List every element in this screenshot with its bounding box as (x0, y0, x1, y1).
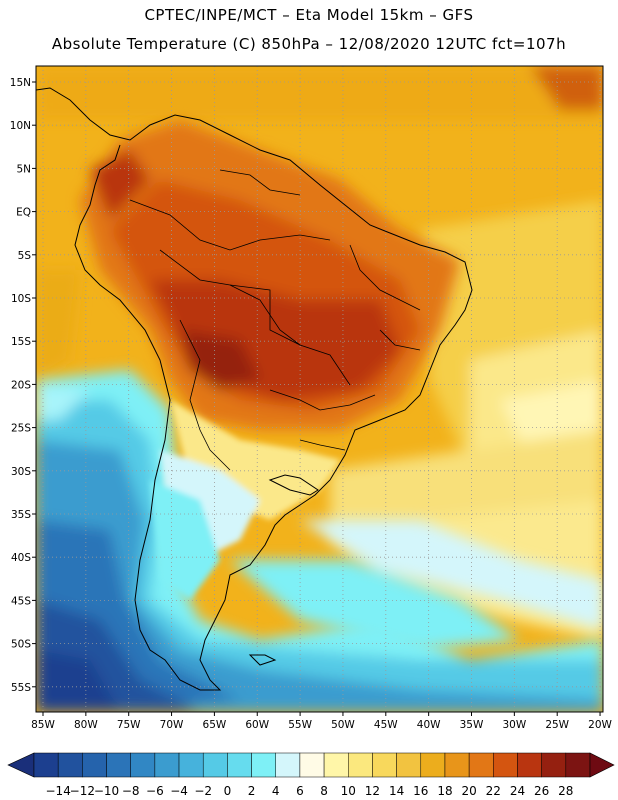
legend-swatch (493, 752, 518, 778)
lat-label: 10N (10, 120, 31, 132)
legend-label: 8 (320, 784, 328, 798)
legend-swatch (251, 752, 276, 778)
lat-label: 30S (11, 466, 31, 478)
legend-swatch (444, 752, 470, 778)
lon-label: 60W (245, 719, 269, 731)
lat-label: 15S (11, 336, 31, 348)
legend-label: −6 (146, 784, 164, 798)
lon-label: 25W (545, 719, 569, 731)
lon-label: 35W (460, 719, 484, 731)
lat-label: 55S (11, 682, 31, 694)
legend-label: −2 (194, 784, 212, 798)
chart-subtitle: Absolute Temperature (C) 850hPa – 12/08/… (51, 35, 567, 53)
legend-swatch (82, 752, 107, 778)
legend-label: 12 (365, 784, 380, 798)
legend-swatch (565, 752, 591, 778)
legend-label: 16 (413, 784, 428, 798)
legend-swatch (420, 752, 446, 778)
legend-label: −8 (122, 784, 140, 798)
legend-swatch (178, 752, 204, 778)
legend-swatch (130, 752, 156, 778)
lon-label: 40W (417, 719, 441, 731)
lat-label: 35S (11, 509, 31, 521)
legend-label: 2 (248, 784, 256, 798)
lon-label: 30W (502, 719, 526, 731)
lon-label: 50W (331, 719, 355, 731)
chart-title: CPTEC/INPE/MCT – Eta Model 15km – GFS (144, 6, 474, 24)
latitude-axis: 15N 10N 5N EQ 5S 10S 15S 20S 25S 30S 35S 40S 45S 50S 5… (10, 77, 36, 694)
legend-label: 28 (558, 784, 573, 798)
legend-swatch (227, 752, 252, 778)
legend-swatch (541, 752, 567, 778)
legend-swatch (323, 752, 349, 778)
lon-label: 65W (203, 719, 227, 731)
lat-label: 45S (11, 595, 31, 607)
legend-swatch (517, 752, 542, 778)
lat-label: EQ (16, 207, 31, 219)
legend-label: 14 (389, 784, 404, 798)
lon-label: 20W (588, 719, 612, 731)
map-frame (35, 65, 604, 713)
legend-label: 4 (272, 784, 280, 798)
legend-high-arrow (589, 752, 615, 778)
lat-label: 5S (18, 250, 32, 262)
lon-label: 85W (31, 719, 55, 731)
legend-label: 20 (461, 784, 476, 798)
legend-label: −12 (70, 784, 95, 798)
legend-label: 22 (486, 784, 501, 798)
lat-label: 50S (11, 639, 31, 651)
lon-label: 75W (117, 719, 141, 731)
legend-label: −4 (170, 784, 188, 798)
legend-swatch (275, 752, 301, 778)
legend-swatch (154, 752, 180, 778)
legend-swatch (396, 752, 422, 778)
graticule (36, 66, 603, 712)
lat-label: 5N (16, 163, 31, 175)
legend-label: 18 (437, 784, 452, 798)
legend-label: 24 (510, 784, 525, 798)
temperature-map: 15N 10N 5N EQ 5S 10S 15S 20S 25S 30S 35S 40S 45S 50S 5… (10, 65, 613, 731)
lat-label: 20S (11, 379, 31, 391)
legend-label: −14 (46, 784, 71, 798)
legend-swatch (299, 752, 325, 778)
legend-label: 0 (224, 784, 232, 798)
coastline (36, 87, 473, 691)
legend-swatch (33, 752, 59, 778)
legend-label: 26 (534, 784, 549, 798)
legend-label: 10 (341, 784, 356, 798)
lon-label: 45W (374, 719, 398, 731)
legend-swatch (468, 752, 494, 778)
lat-label: 15N (10, 77, 31, 89)
legend-swatch (57, 752, 83, 778)
lat-label: 25S (11, 423, 31, 435)
legend-swatch (372, 752, 397, 778)
legend-label: −10 (94, 784, 119, 798)
temperature-field (36, 66, 603, 712)
legend-label: 6 (296, 784, 304, 798)
legend-low-arrow (7, 752, 35, 778)
legend-swatch (202, 752, 228, 778)
color-legend: −14−12−10 −8 −6 −4 −2 0 2 4 6 8 10 12 14 16 18 20 22 24 26… (7, 752, 615, 798)
lat-label: 40S (11, 552, 31, 564)
lon-label: 80W (74, 719, 98, 731)
lon-label: 55W (288, 719, 312, 731)
country-borders (129, 169, 421, 471)
longitude-axis: 85W 80W 75W 70W 65W 60W 55W 50W 45W 40W 35W 30W 25W 2… (31, 712, 613, 731)
legend-swatch (348, 752, 373, 778)
lon-label: 70W (160, 719, 184, 731)
legend-swatch (106, 752, 131, 778)
lat-label: 10S (11, 293, 31, 305)
